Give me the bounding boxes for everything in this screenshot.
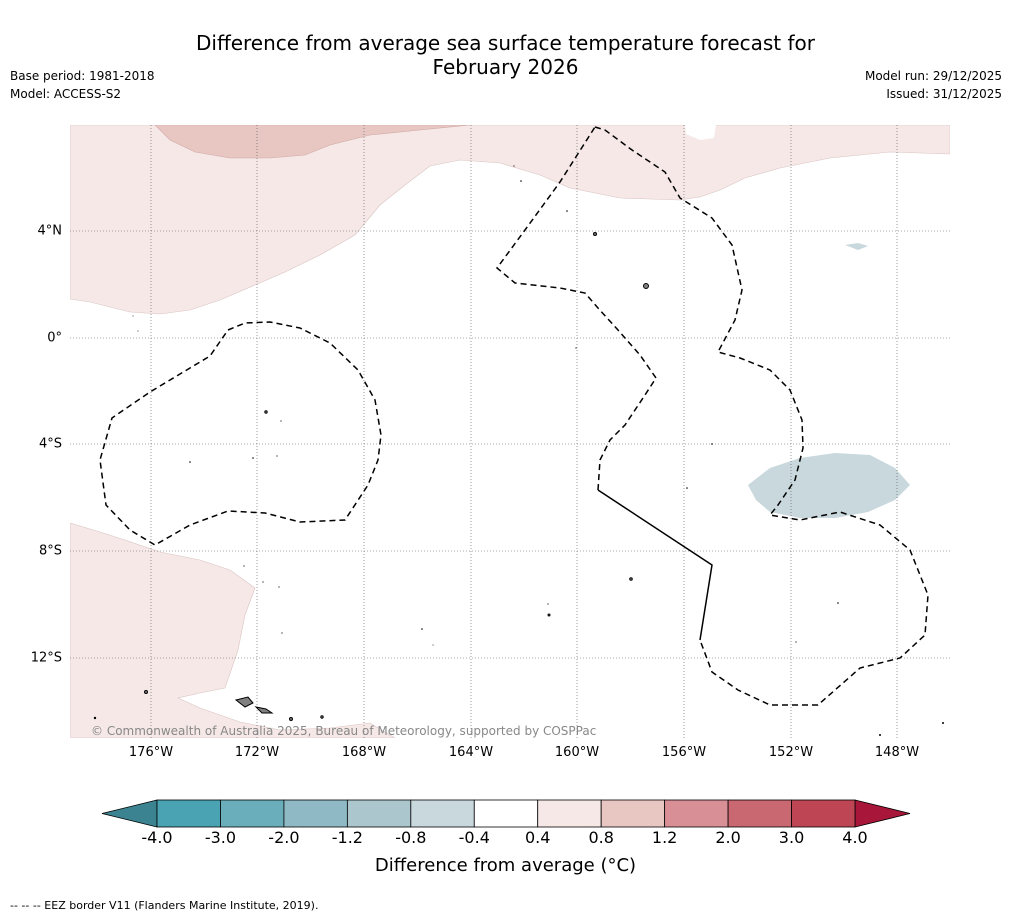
warm-anomaly-southwest bbox=[70, 522, 396, 738]
colorbar-tick-label: 0.4 bbox=[524, 828, 551, 847]
lon-label-156w: 156°W bbox=[661, 745, 707, 760]
lat-label-4s: 4°S bbox=[38, 436, 62, 452]
eez-kiribati-west bbox=[99, 321, 382, 546]
colorbar-bin bbox=[473, 799, 539, 828]
lon-label-172w: 172°W bbox=[234, 745, 280, 760]
colorbar-tick-label: -0.8 bbox=[395, 828, 427, 847]
model-run: Model run: 29/12/2025 bbox=[864, 69, 1002, 83]
eez-legend-note: -- -- -- EEZ border V11 (Flanders Marine… bbox=[10, 899, 319, 912]
island-samoa-2 bbox=[254, 706, 274, 714]
colorbar-tick-label: -2.0 bbox=[268, 828, 300, 847]
lat-label-0: 0° bbox=[47, 330, 62, 346]
colorbar-bin bbox=[410, 799, 475, 828]
colorbar-bin bbox=[537, 799, 602, 828]
colorbar bbox=[101, 799, 911, 828]
neutral-notch-north bbox=[668, 125, 716, 140]
eez-central bbox=[594, 126, 929, 706]
colorbar-title: Difference from average (°C) bbox=[374, 855, 637, 876]
colorbar-extend-low bbox=[101, 799, 158, 828]
lat-label-8s: 8°S bbox=[38, 543, 62, 559]
map-title: Difference from average sea surface temp… bbox=[0, 31, 1011, 79]
model-name: Model: ACCESS-S2 bbox=[10, 87, 122, 101]
colorbar-bin bbox=[664, 799, 729, 828]
issued-date: Issued: 31/12/2025 bbox=[886, 87, 1002, 101]
colorbar-bin bbox=[727, 799, 792, 828]
island-penrhyn bbox=[629, 577, 633, 581]
map-title-line2: February 2026 bbox=[432, 55, 579, 79]
eez-borders bbox=[99, 126, 929, 706]
copyright-notice: © Commonwealth of Australia 2025, Bureau… bbox=[91, 724, 597, 738]
cool-anomaly-east bbox=[748, 453, 910, 518]
lon-label-160w: 160°W bbox=[554, 745, 600, 760]
boundary-solid bbox=[597, 489, 713, 641]
lon-label-176w: 176°W bbox=[128, 745, 174, 760]
colorbar-tick-label: 3.0 bbox=[778, 828, 805, 847]
lon-label-164w: 164°W bbox=[448, 745, 494, 760]
lon-label-148w: 148°W bbox=[874, 745, 920, 760]
islands bbox=[144, 232, 649, 721]
colorbar-bin bbox=[283, 799, 348, 828]
colorbar-bin bbox=[220, 799, 285, 828]
colorbar-bin bbox=[346, 799, 412, 828]
colorbar-bin bbox=[791, 799, 856, 828]
meta-left: Base period: 1981-2018 Model: ACCESS-S2 bbox=[10, 67, 155, 103]
colorbar-tick-label: 0.8 bbox=[588, 828, 614, 847]
island-tutuila bbox=[289, 717, 293, 721]
map-body bbox=[70, 125, 950, 738]
island-samoa-1 bbox=[234, 696, 254, 708]
colorbar-extend-high bbox=[854, 799, 911, 828]
island-kiritimati bbox=[643, 283, 649, 289]
graticule bbox=[70, 125, 950, 738]
island-tabuaeran bbox=[593, 232, 597, 236]
colorbar-tick-label: -0.4 bbox=[458, 828, 490, 847]
colorbar-tick-label: 1.2 bbox=[651, 828, 678, 847]
map-title-line1: Difference from average sea surface temp… bbox=[195, 31, 815, 55]
lon-label-168w: 168°W bbox=[341, 745, 387, 760]
colorbar-tick-label: -1.2 bbox=[331, 828, 363, 847]
small-islets bbox=[93, 165, 944, 736]
colorbar-bin bbox=[156, 799, 221, 828]
colorbar-tick-label: -4.0 bbox=[141, 828, 173, 847]
colorbar-tick-label: 4.0 bbox=[842, 828, 868, 847]
island-wallis bbox=[144, 690, 148, 694]
eez-central-2 bbox=[495, 126, 657, 491]
cool-anomaly-speck bbox=[845, 243, 868, 250]
island-manua bbox=[320, 715, 324, 719]
warm-anomaly-north bbox=[70, 125, 950, 315]
lon-label-152w: 152°W bbox=[768, 745, 814, 760]
colorbar-tick-label: 2.0 bbox=[715, 828, 741, 847]
lat-label-12s: 12°S bbox=[30, 650, 62, 666]
colorbar-tick-label: -3.0 bbox=[204, 828, 237, 847]
island-manihiki bbox=[547, 613, 551, 617]
island-phoenix-1 bbox=[264, 410, 268, 414]
lat-label-4n: 4°N bbox=[37, 223, 63, 239]
meta-right: Model run: 29/12/2025 Issued: 31/12/2025 bbox=[865, 67, 1002, 103]
warm-anomaly-north-core bbox=[154, 125, 471, 159]
base-period: Base period: 1981-2018 bbox=[10, 69, 155, 83]
colorbar-bin bbox=[600, 799, 666, 828]
